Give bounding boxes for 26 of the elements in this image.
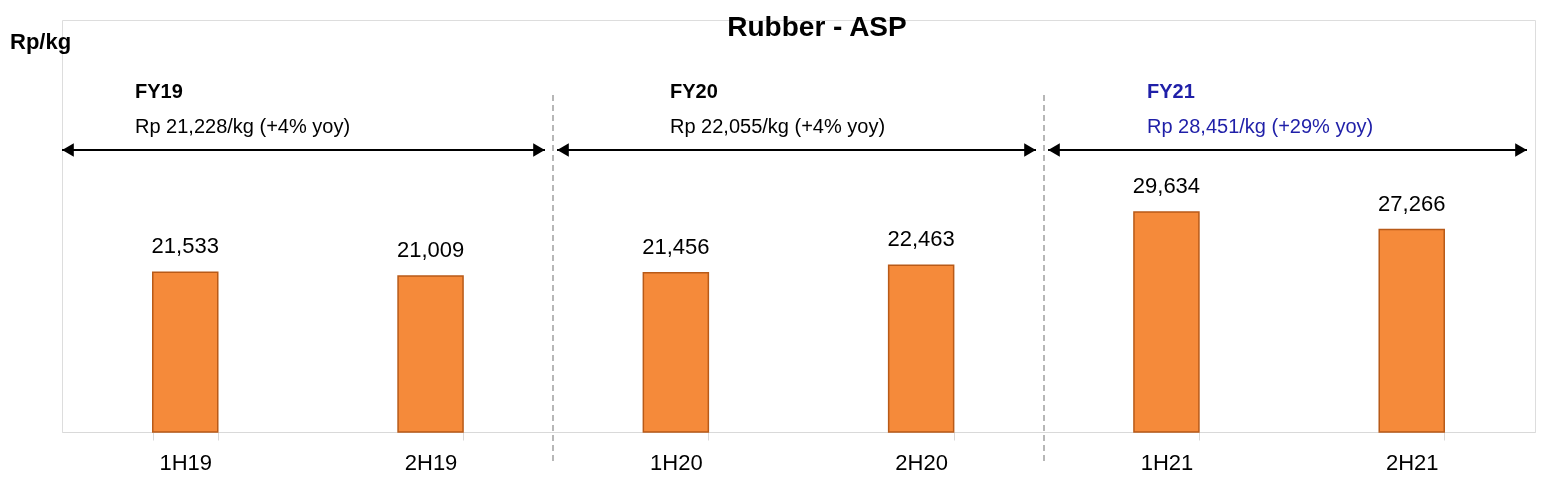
data-label: 21,533 bbox=[151, 233, 219, 259]
x-tick-label: 2H20 bbox=[895, 449, 948, 475]
data-label: 21,009 bbox=[396, 237, 465, 263]
text: Rp 21,228/kg (+4% yoy) bbox=[135, 115, 351, 137]
bar bbox=[152, 271, 219, 433]
x-tick-label: 2H19 bbox=[404, 449, 458, 475]
data-label: 22,463 bbox=[887, 226, 955, 252]
text: FY21 bbox=[1147, 80, 1195, 102]
data-label: 29,634 bbox=[1132, 173, 1201, 199]
data-label: 27,266 bbox=[1378, 190, 1446, 216]
bar bbox=[1378, 228, 1445, 433]
x-tick-label: 1H21 bbox=[1140, 449, 1194, 475]
bar bbox=[887, 264, 955, 433]
text: FY20 bbox=[670, 80, 718, 102]
text: Rp 28,451/kg (+29% yoy) bbox=[1147, 115, 1374, 137]
text: Rp/kg bbox=[10, 29, 72, 54]
text: Rp 22,055/kg (+4% yoy) bbox=[670, 115, 886, 137]
text: FY19 bbox=[135, 80, 183, 102]
chart-title: Rubber - ASP bbox=[727, 11, 907, 42]
data-label: 21,456 bbox=[642, 233, 710, 259]
x-tick-label: 1H19 bbox=[159, 449, 213, 475]
bar bbox=[642, 271, 710, 433]
x-tick-label: 1H20 bbox=[650, 449, 703, 475]
bar bbox=[397, 275, 464, 433]
x-tick-label: 2H21 bbox=[1385, 449, 1439, 475]
bar bbox=[1133, 211, 1200, 433]
